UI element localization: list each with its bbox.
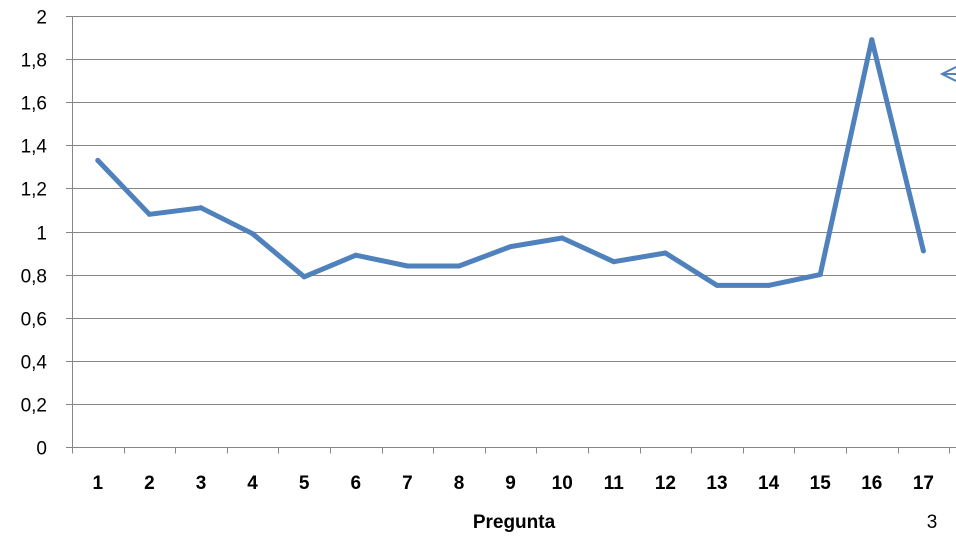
data-point (817, 272, 823, 278)
data-point (95, 157, 101, 163)
data-point (250, 231, 256, 237)
data-point (353, 252, 359, 258)
x-tick-label: 14 (758, 473, 780, 494)
x-tick-label: 16 (861, 473, 882, 494)
gridlines (66, 16, 956, 405)
x-tick-labels: 1 2 3 4 5 6 7 8 9 10 11 12 13 14 15 16 17 (93, 473, 934, 494)
y-tick-label: 0,8 (21, 267, 47, 288)
y-tick-label: 0,6 (21, 310, 47, 331)
x-tick-label: 15 (810, 473, 832, 494)
data-point (662, 250, 668, 256)
x-tick-label: 17 (913, 473, 934, 494)
x-tick-label: 3 (196, 473, 207, 494)
y-tick-label: 0,4 (21, 353, 48, 374)
data-point (869, 37, 875, 43)
data-point (508, 244, 514, 250)
series-group (95, 37, 926, 288)
x-tick-label: 11 (604, 473, 625, 494)
x-tick-label: 13 (706, 473, 727, 494)
x-axis-title: Pregunta (473, 512, 556, 533)
x-tick-label: 8 (454, 473, 465, 494)
y-tick-label: 1,8 (21, 51, 47, 72)
data-point (559, 235, 565, 241)
data-point (146, 211, 152, 217)
y-tick-label: 1,4 (21, 137, 48, 158)
y-tick-label: 1,2 (21, 180, 47, 201)
y-tick-label: 2 (36, 8, 47, 29)
page-number: 3 (927, 512, 938, 533)
y-tick-label: 1 (36, 224, 47, 245)
data-point (456, 263, 462, 269)
data-point (611, 259, 617, 265)
x-tick-label: 4 (247, 473, 258, 494)
x-tick-label: 5 (299, 473, 310, 494)
data-point (301, 274, 307, 280)
x-tick-label: 2 (144, 473, 155, 494)
arrow-left-icon (939, 66, 956, 82)
x-tick-label: 7 (402, 473, 413, 494)
x-tick-label: 12 (655, 473, 676, 494)
data-point (404, 263, 410, 269)
data-point (198, 205, 204, 211)
x-tick-label: 1 (93, 473, 104, 494)
x-tick-label: 6 (351, 473, 362, 494)
data-point (766, 282, 772, 288)
y-tick-label: 0,2 (21, 396, 47, 417)
x-tick-label: 9 (505, 473, 516, 494)
y-tick-labels: 0 0,2 0,4 0,6 0,8 1 1,2 1,4 1,6 1,8 2 (21, 8, 48, 460)
data-point (920, 248, 926, 254)
y-tick-label: 1,6 (21, 94, 47, 115)
axes (66, 16, 956, 454)
y-tick-label: 0 (36, 439, 47, 460)
data-point (714, 282, 720, 288)
x-tick-label: 10 (552, 473, 573, 494)
